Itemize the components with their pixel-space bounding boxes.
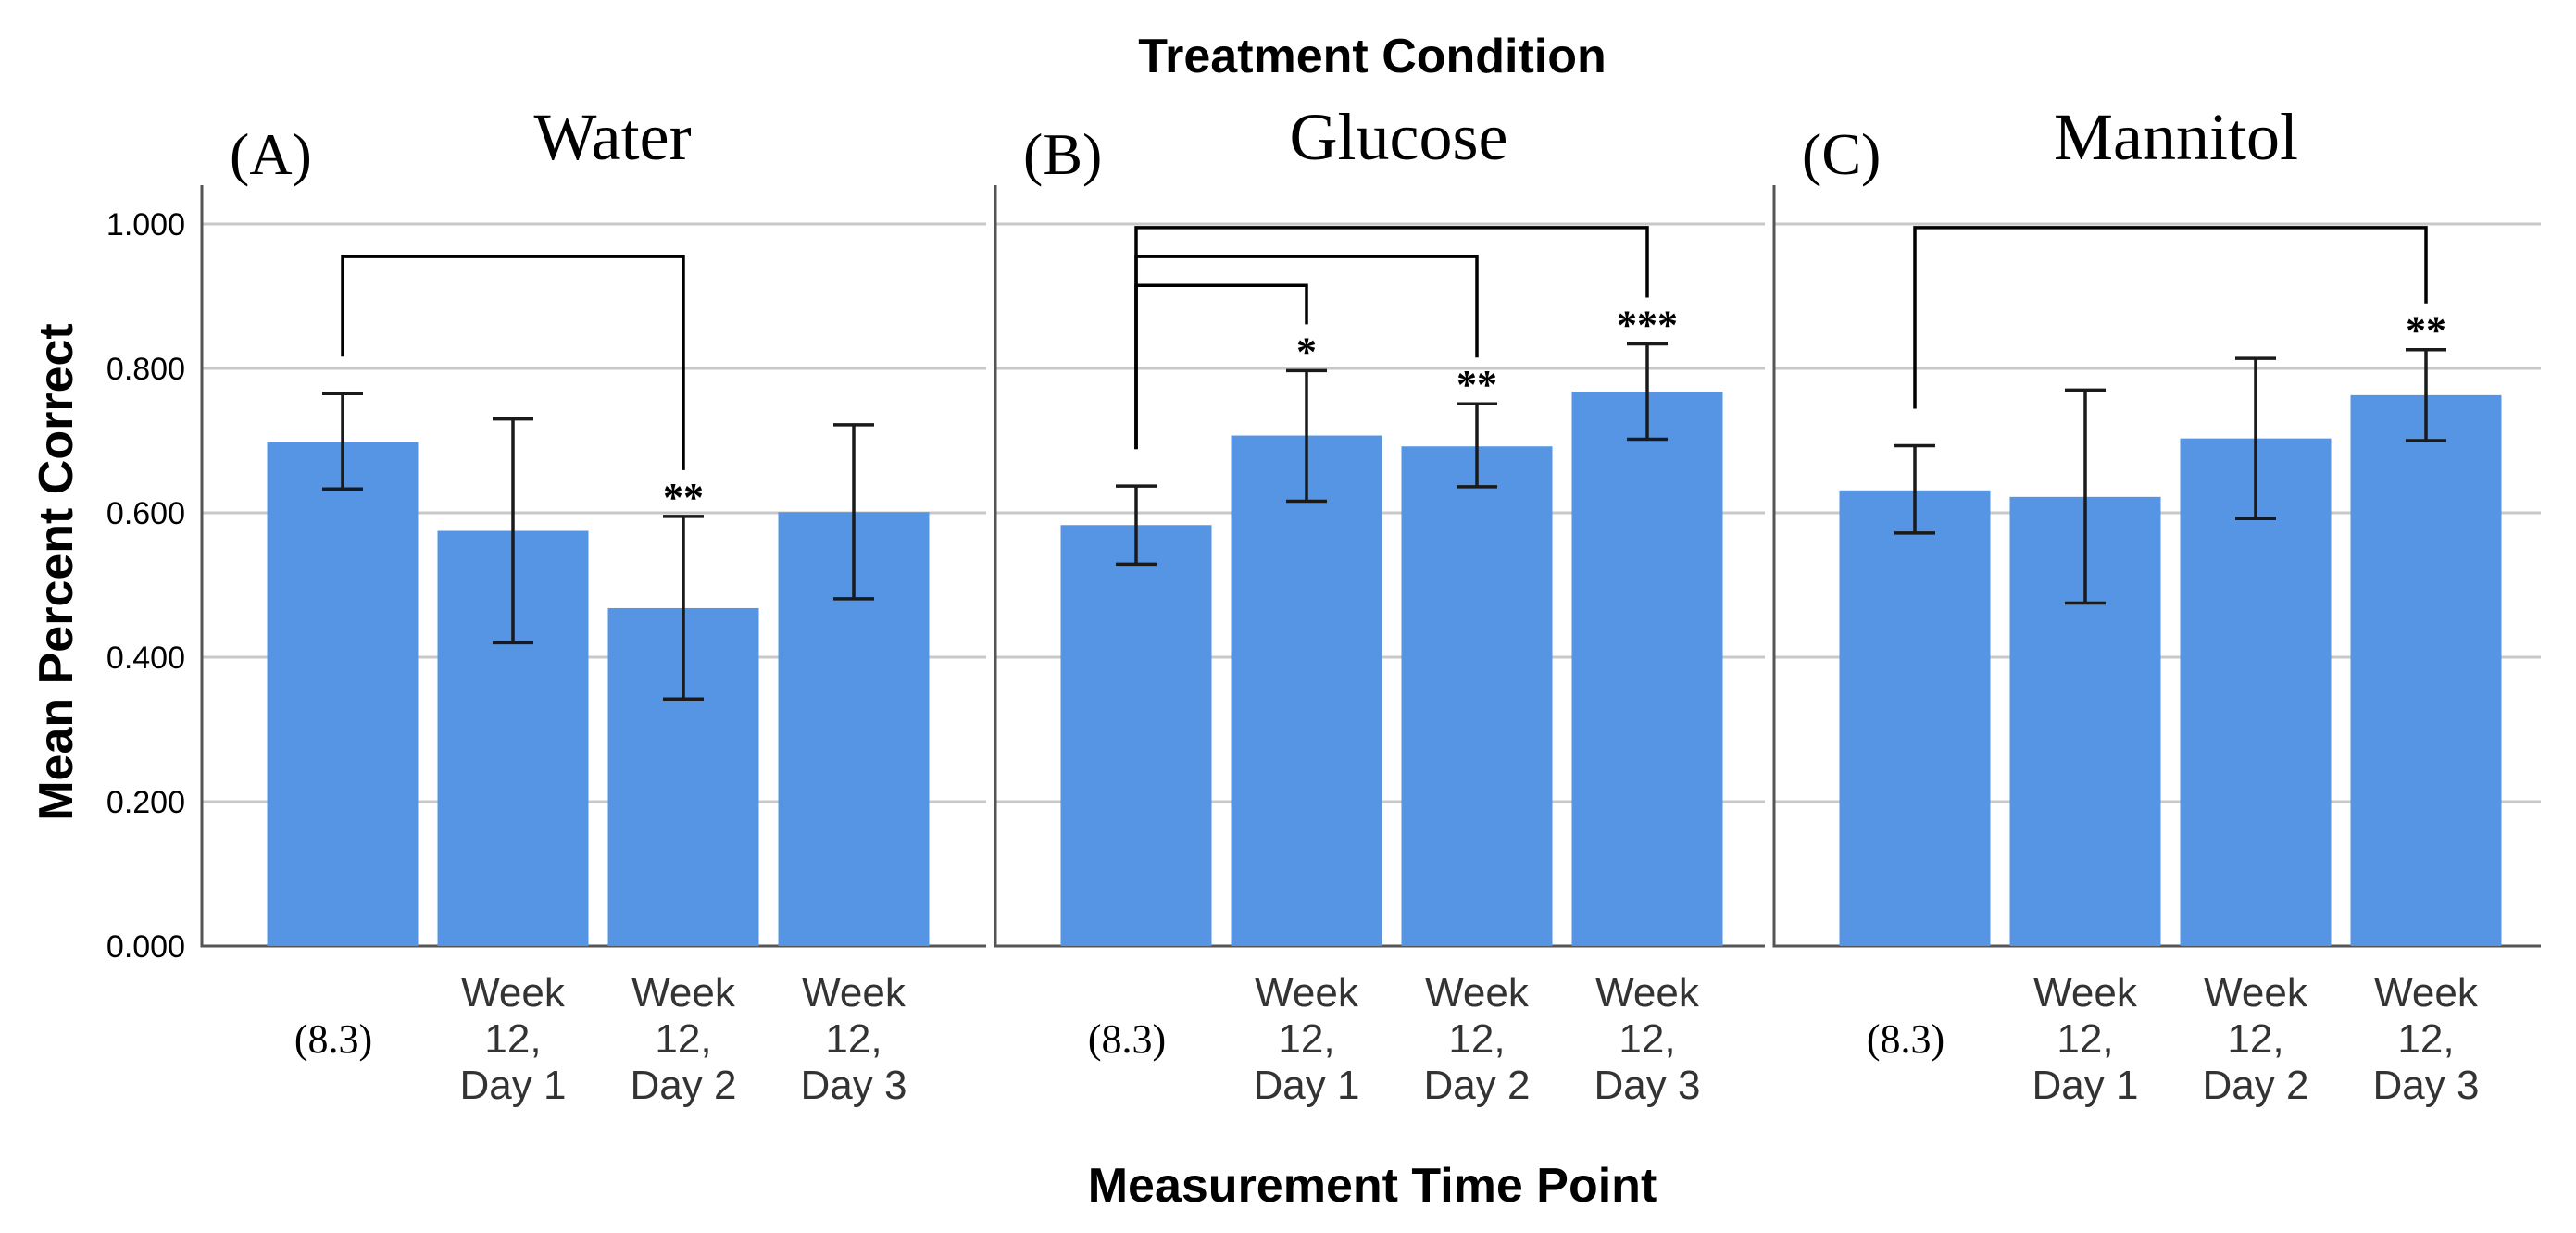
y-tick-label: 0.600 — [106, 496, 185, 531]
bar — [2180, 438, 2332, 946]
x-tick-label: 12, — [1278, 1016, 1334, 1062]
error-bar — [493, 417, 533, 645]
error-bar — [1116, 484, 1157, 567]
x-tick-label: 12, — [2227, 1016, 2283, 1062]
y-tick-label: 1.000 — [106, 207, 185, 243]
significance-stars: * — [1296, 329, 1317, 374]
x-tick-label: Day 1 — [460, 1063, 567, 1108]
x-tick-label: (8.3) — [1867, 1016, 1945, 1062]
x-tick-label: Week — [2374, 970, 2479, 1015]
y-tick-label: 0.800 — [106, 352, 185, 387]
panel-title: Water — [533, 100, 691, 174]
x-tick-label: (8.3) — [1088, 1016, 1166, 1062]
x-axis-label: Measurement Time Point — [1088, 1159, 1657, 1213]
x-tick-label: 12, — [1619, 1016, 1675, 1062]
error-bar — [1286, 368, 1327, 504]
x-tick-label: Day 1 — [1254, 1063, 1360, 1108]
error-bar — [322, 392, 363, 492]
chart-title: Treatment Condition — [1138, 30, 1607, 83]
panel-letter: (A) — [230, 121, 312, 187]
x-tick-label: Day 2 — [631, 1063, 737, 1108]
bar — [1060, 525, 1212, 946]
bar — [1571, 391, 1723, 947]
chart-panels: 0.000 0.200 0.400 0.600 0.800 1.000 (A) Water (8… — [106, 100, 2541, 1108]
x-tick-label: Day 2 — [2203, 1063, 2309, 1108]
error-bar — [2406, 347, 2446, 442]
y-tick-label: 0.000 — [106, 929, 185, 965]
x-tick-label: 12, — [825, 1016, 882, 1062]
significance-bracket — [1134, 226, 1649, 450]
x-tick-label: Week — [2033, 970, 2138, 1015]
x-tick-label: Week — [802, 970, 907, 1015]
significance-bracket — [341, 255, 685, 470]
x-tick-label: (8.3) — [294, 1016, 372, 1062]
x-tick-label: 12, — [484, 1016, 541, 1062]
y-tick-label: 0.200 — [106, 785, 185, 820]
x-tick-label: Day 1 — [2032, 1063, 2139, 1108]
panel-title: Glucose — [1290, 100, 1508, 174]
bar — [2350, 394, 2502, 946]
significance-stars: *** — [1617, 302, 1678, 347]
y-tick-label: 0.400 — [106, 641, 185, 676]
x-tick-label: Week — [1255, 970, 1359, 1015]
bar — [1401, 446, 1553, 946]
error-bar — [1894, 443, 1935, 535]
panel-letter: (C) — [1802, 121, 1881, 187]
error-bar — [2065, 388, 2106, 605]
error-bar — [1627, 342, 1668, 442]
panel-title: Mannitol — [2054, 100, 2298, 174]
x-tick-label: 12, — [2397, 1016, 2454, 1062]
x-tick-label: 12, — [655, 1016, 711, 1062]
x-tick-label: 12, — [2057, 1016, 2113, 1062]
error-bar — [1457, 402, 1497, 489]
error-bar — [833, 423, 874, 601]
x-tick-label: Week — [1595, 970, 1700, 1015]
x-tick-label: Week — [631, 970, 736, 1015]
error-bar — [2235, 356, 2276, 520]
bar — [267, 442, 419, 946]
bar — [1231, 435, 1382, 946]
x-tick-label: Day 3 — [1594, 1063, 1701, 1108]
y-axis-label: Mean Percent Correct — [30, 323, 83, 821]
x-tick-label: Week — [2204, 970, 2308, 1015]
bar — [1839, 490, 1991, 946]
significance-stars: ** — [663, 475, 704, 520]
panel-letter: (B) — [1023, 121, 1102, 187]
significance-bracket — [1913, 226, 2428, 409]
x-tick-label: Week — [1425, 970, 1530, 1015]
x-tick-label: Day 3 — [2373, 1063, 2480, 1108]
x-tick-label: 12, — [1448, 1016, 1505, 1062]
x-tick-label: Week — [461, 970, 566, 1015]
error-bar — [663, 515, 704, 701]
x-tick-label: Day 2 — [1424, 1063, 1531, 1108]
significance-stars: ** — [1457, 362, 1497, 407]
significance-stars: ** — [2406, 308, 2446, 354]
x-tick-label: Day 3 — [801, 1063, 907, 1108]
